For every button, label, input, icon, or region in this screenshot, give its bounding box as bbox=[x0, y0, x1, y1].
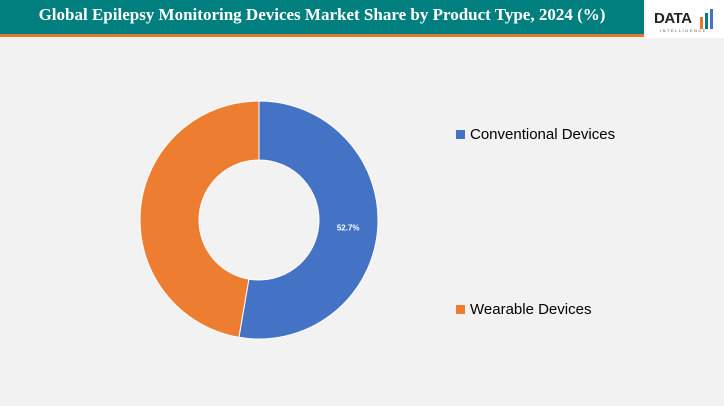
logo: DATA INTELLIGENCE bbox=[646, 0, 724, 38]
logo-text: DATA bbox=[654, 10, 692, 27]
donut-slice-conventional-devices bbox=[238, 100, 379, 340]
logo-bars-icon bbox=[700, 9, 713, 29]
legend-swatch bbox=[456, 130, 465, 139]
legend-label: Wearable Devices bbox=[470, 301, 592, 318]
legend-swatch bbox=[456, 305, 465, 314]
chart-title: Global Epilepsy Monitoring Devices Marke… bbox=[38, 5, 606, 24]
donut-slice-wearable-devices bbox=[139, 100, 260, 338]
header-bar: Global Epilepsy Monitoring Devices Marke… bbox=[0, 0, 644, 37]
data-label: 52.7% bbox=[337, 224, 360, 233]
logo-subtext: INTELLIGENCE bbox=[660, 28, 707, 33]
legend-item-wearable: Wearable Devices bbox=[456, 301, 591, 318]
legend-item-conventional: Conventional Devices bbox=[456, 126, 615, 143]
legend-label: Conventional Devices bbox=[470, 126, 616, 143]
